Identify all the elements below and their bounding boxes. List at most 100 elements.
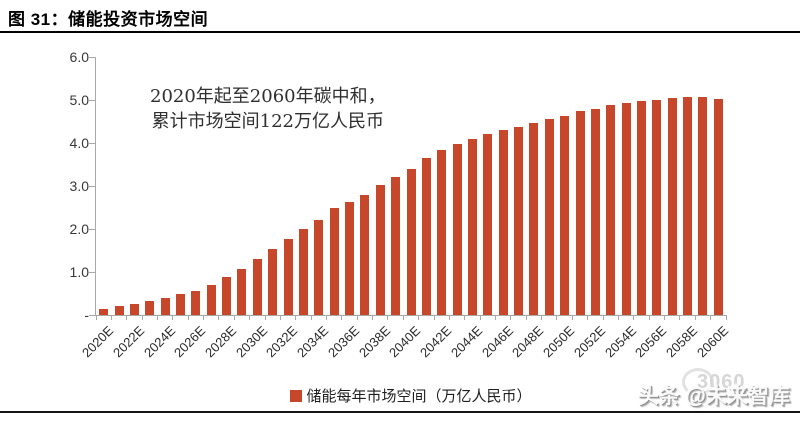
legend-label: 储能每年市场空间（万亿人民币） xyxy=(306,387,532,405)
y-axis-tick xyxy=(89,185,95,187)
x-axis-tick xyxy=(218,316,220,320)
x-axis-label: 2054E xyxy=(601,323,639,361)
bar-2030E xyxy=(252,259,262,315)
chart-annotation: 2020年起至2060年碳中和， 累计市场空间122万亿人民币 xyxy=(150,84,386,134)
x-axis-tick xyxy=(710,316,712,320)
bar-2020E xyxy=(99,309,109,315)
y-axis-label: 4.0 xyxy=(69,135,89,151)
bottom-divider xyxy=(0,411,800,413)
bar-2036E xyxy=(345,202,355,315)
bar-2046E xyxy=(498,130,508,315)
bar-2044E xyxy=(467,139,477,315)
bar-2060E xyxy=(713,99,723,315)
bar-2037E xyxy=(360,195,370,315)
x-axis-label: 2052E xyxy=(570,323,608,361)
bar-2026E xyxy=(191,291,201,315)
bar-2035E xyxy=(329,208,339,315)
x-axis-tick xyxy=(264,316,266,320)
x-axis-tick xyxy=(310,316,312,320)
x-axis-label: 2060E xyxy=(693,323,731,361)
bar-2059E xyxy=(698,97,708,315)
x-axis-tick xyxy=(617,316,619,320)
bar-2021E xyxy=(114,306,124,315)
x-axis-tick xyxy=(356,316,358,320)
x-axis-tick xyxy=(602,316,604,320)
x-axis-label: 2040E xyxy=(386,323,424,361)
bar-2025E xyxy=(176,294,185,315)
bar-2058E xyxy=(683,97,693,315)
x-axis-tick xyxy=(433,316,435,320)
bar-2039E xyxy=(391,177,401,315)
bar-2029E xyxy=(237,269,247,315)
x-axis-tick xyxy=(633,316,635,320)
y-axis-label: 2.0 xyxy=(69,221,89,237)
y-axis-tick xyxy=(89,99,95,101)
x-axis-tick xyxy=(510,316,512,320)
annotation-line-1: 2020年起至2060年碳中和， xyxy=(150,86,386,107)
x-axis-label: 2044E xyxy=(447,323,486,361)
figure-title: 图 31：储能投资市场空间 xyxy=(8,10,209,29)
bar-2022E xyxy=(129,304,139,315)
bar-2050E xyxy=(560,116,570,315)
x-axis-label: 2038E xyxy=(355,323,393,361)
x-axis-label: 2020E xyxy=(79,323,117,361)
x-axis-label: 2042E xyxy=(417,323,455,361)
x-axis-label: 2048E xyxy=(509,323,547,361)
bar-2053E xyxy=(606,105,616,315)
bar-2043E xyxy=(452,144,462,315)
bar-2024E xyxy=(160,298,170,315)
y-axis-label: 3.0 xyxy=(69,178,89,194)
x-axis-tick xyxy=(556,316,558,320)
y-axis-tick xyxy=(89,228,95,230)
bar-2054E xyxy=(621,103,631,315)
x-axis-tick xyxy=(110,316,112,320)
x-axis-label: 2050E xyxy=(540,323,578,361)
bar-2041E xyxy=(421,158,431,315)
bar-2051E xyxy=(575,111,585,315)
x-axis-tick xyxy=(448,316,450,320)
x-axis-tick xyxy=(679,316,681,320)
x-axis-tick xyxy=(694,316,696,320)
x-axis-tick xyxy=(525,316,527,320)
x-axis-label: 2046E xyxy=(478,323,516,361)
bar-2033E xyxy=(298,229,308,315)
y-axis-tick xyxy=(89,142,95,144)
x-axis-tick xyxy=(279,316,281,320)
x-axis-tick xyxy=(495,316,496,320)
watermark-toutiao-account: 头条 @未来智库 xyxy=(637,385,790,408)
bar-2031E xyxy=(268,249,278,315)
y-axis-tick xyxy=(89,56,95,58)
x-axis-tick xyxy=(541,316,543,320)
x-axis-label: 2058E xyxy=(662,323,701,361)
bar-2034E xyxy=(314,220,324,315)
x-axis-tick xyxy=(249,316,251,320)
bar-chart-plot-area: 6.0 5.0 4.0 3.0 2.0 1.0-2020E 2022E 2024E 2026E 2… xyxy=(70,49,731,360)
bar-2055E xyxy=(636,101,646,315)
x-axis-tick xyxy=(187,316,189,320)
bar-2038E xyxy=(375,185,385,315)
x-axis-tick xyxy=(587,316,589,320)
y-axis-label: - xyxy=(84,307,89,323)
bar-2057E xyxy=(667,98,677,315)
x-axis-tick xyxy=(203,316,205,320)
x-axis-tick xyxy=(156,316,158,320)
bar-2040E xyxy=(406,169,416,315)
chart-legend: 储能每年市场空间（万亿人民币） xyxy=(96,385,726,406)
x-axis-line xyxy=(95,315,727,316)
x-axis-tick xyxy=(172,316,174,320)
x-axis-label: 2056E xyxy=(632,323,670,361)
x-axis-tick xyxy=(233,316,235,320)
x-axis-label: 2030E xyxy=(232,323,270,361)
x-axis-tick xyxy=(664,316,666,320)
x-axis-tick xyxy=(295,316,297,320)
bar-2056E xyxy=(652,100,662,315)
y-axis-line xyxy=(95,57,96,316)
x-axis-tick xyxy=(725,316,727,320)
bar-2042E xyxy=(437,150,447,315)
watermark-3060: 3060 xyxy=(697,371,746,393)
x-axis-tick xyxy=(141,316,143,320)
y-axis-label: 6.0 xyxy=(69,49,89,65)
x-axis-label: 2036E xyxy=(324,323,363,361)
x-axis-tick xyxy=(418,316,420,320)
x-axis-tick xyxy=(341,316,343,320)
